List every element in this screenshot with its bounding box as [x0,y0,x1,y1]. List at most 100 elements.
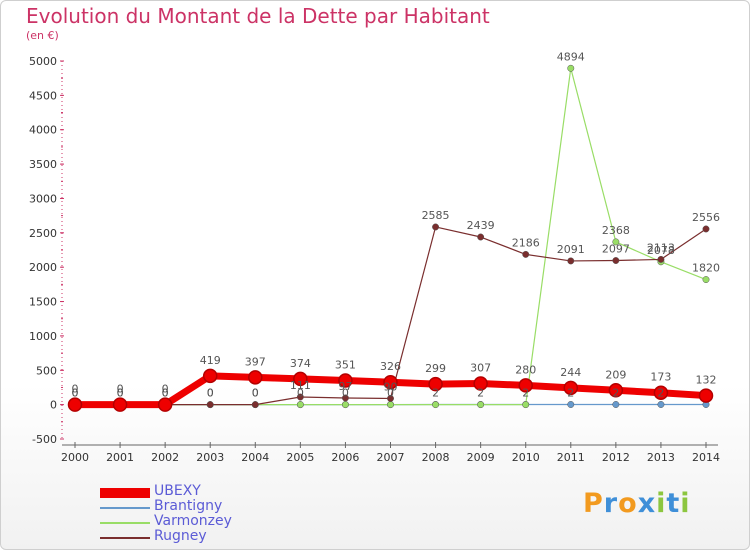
data-label: 90 [384,380,398,393]
data-label: 0 [207,387,214,400]
data-point [567,257,575,265]
data-label: 2186 [512,236,540,249]
data-point [653,385,669,400]
data-label: 2113 [647,241,675,254]
data-point [563,380,579,396]
y-tick-label: 3500 [29,158,57,171]
x-tick-label: 2005 [286,451,314,464]
data-label: 97 [338,380,352,393]
chart-legend: UBEXY Brantigny Varmonzey Rugney [100,483,360,546]
data-point [296,393,304,401]
data-label: 132 [696,374,717,387]
data-point [522,401,530,409]
proxiti-logo: Proxiti [583,488,691,519]
x-tick-label: 2006 [331,451,359,464]
legend-label: UBEXY [154,483,201,499]
data-label: 0 [162,387,169,400]
data-point [248,370,263,385]
data-label: 0 [72,383,79,396]
y-tick-label: 1000 [29,330,57,343]
legend-item: UBEXY [100,483,360,501]
data-point [432,223,440,231]
logo-letter: o [618,488,638,519]
data-point [698,388,714,403]
data-point [341,401,349,409]
data-point [67,397,83,412]
data-label: 0 [72,387,79,400]
data-point [338,373,353,388]
legend-item: Varmonzey [100,513,360,531]
legend-swatch [100,488,150,498]
data-point [428,376,443,392]
x-tick-label: 2000 [61,451,89,464]
x-tick-label: 2001 [106,451,134,464]
logo-letter: i [680,488,691,519]
x-tick-label: 2014 [692,451,720,464]
data-point [567,64,575,72]
logo-letter: x [637,488,657,519]
data-label: 0 [297,387,304,400]
x-tick-label: 2010 [512,451,540,464]
y-tick-label: 500 [36,364,57,377]
data-point [612,238,620,246]
data-label: 209 [605,368,626,381]
data-label: 397 [245,355,266,368]
data-label: 2 [657,386,664,399]
data-label: 0 [117,387,124,400]
data-point [522,250,530,258]
chart-subtitle: (en €) [26,29,59,42]
y-tick-label: 3000 [29,192,57,205]
data-label: 244 [560,366,581,379]
data-point [387,401,394,409]
data-label: 2078 [647,244,675,257]
data-label: 351 [335,359,356,372]
data-point [608,383,624,398]
y-tick-label: 4000 [29,124,57,137]
data-point [387,395,394,402]
legend-swatch [100,522,150,524]
data-point [383,374,398,390]
data-label: 0 [342,387,349,400]
data-label: 0 [162,387,169,400]
y-tick-label: -500 [32,433,57,446]
data-label: 2 [567,386,574,399]
y-tick-label: 1500 [29,296,57,309]
data-label: 2 [477,386,484,399]
data-label: 1820 [692,262,720,275]
data-point [296,401,304,409]
legend-label: Varmonzey [154,513,232,529]
data-label: 2097 [602,243,630,256]
data-point [657,401,665,408]
logo-letter: i [656,488,667,519]
x-tick-label: 2003 [196,451,224,464]
data-point [612,401,620,408]
legend-swatch [100,507,150,509]
data-label: 0 [72,387,79,400]
data-label: 2 [432,386,439,399]
y-tick-label: 4500 [29,89,57,102]
x-tick-label: 2011 [557,451,585,464]
x-tick-label: 2009 [467,451,495,464]
data-label: 111 [290,379,311,392]
legend-swatch [100,537,150,539]
data-point [293,371,308,387]
data-label: 0 [387,387,394,400]
data-label: 2368 [602,224,630,237]
data-label: 299 [425,362,446,375]
data-point [112,397,128,412]
x-tick-label: 2008 [422,451,450,464]
data-point [202,368,218,384]
data-label: 4894 [557,50,585,63]
data-label: 307 [470,362,491,375]
data-label: 326 [380,360,401,373]
data-label: 0 [117,383,124,396]
data-point [518,378,533,393]
data-point [157,397,173,412]
data-point [702,225,710,233]
data-point [477,233,485,241]
legend-label: Brantigny [154,498,223,514]
y-tick-label: 5000 [29,55,57,68]
data-label: 0 [162,383,169,396]
data-point [477,401,485,409]
